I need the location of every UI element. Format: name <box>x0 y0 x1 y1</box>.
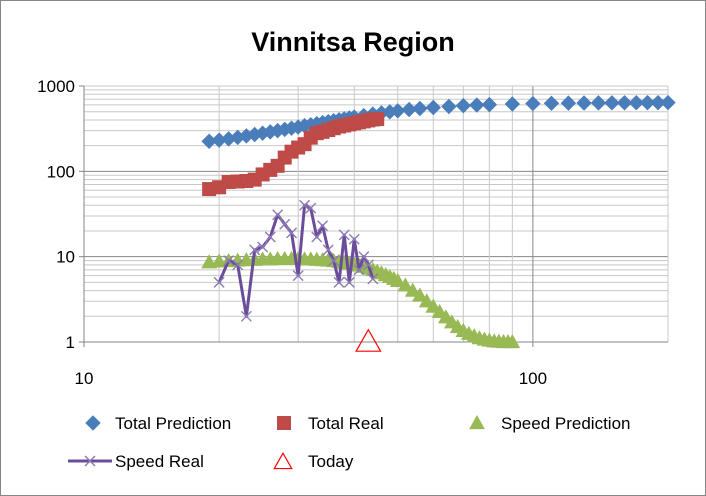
legend-label: Total Real <box>308 414 384 433</box>
data-point <box>389 272 406 288</box>
legend: Total Prediction Total Real Speed Predicti… <box>68 414 630 471</box>
x-tick-label: 10 <box>75 369 94 388</box>
data-point <box>299 199 311 211</box>
data-point <box>213 276 225 288</box>
data-point <box>504 96 521 112</box>
data-point <box>272 209 284 221</box>
data-point <box>305 202 317 214</box>
legend-label: Today <box>308 452 354 471</box>
data-point <box>425 99 441 116</box>
series-today <box>355 328 382 352</box>
data-point <box>411 287 428 302</box>
x-tick-label: 100 <box>519 369 547 388</box>
series-speed-real <box>213 199 379 322</box>
data-point <box>367 273 379 285</box>
data-point <box>576 95 592 111</box>
y-tick-label: 1000 <box>37 77 75 96</box>
legend-marker <box>85 415 101 431</box>
legend-marker <box>273 452 293 470</box>
legend-marker <box>469 414 485 430</box>
legend-marker <box>84 455 96 467</box>
data-point <box>343 276 355 288</box>
data-point <box>264 231 276 243</box>
data-point <box>660 94 676 111</box>
data-point <box>590 95 607 111</box>
data-point <box>249 244 261 256</box>
data-point <box>311 231 323 243</box>
data-point <box>292 270 304 282</box>
chart-title: Vinnitsa Region <box>251 27 455 57</box>
legend-item: Speed Real <box>68 452 204 471</box>
data-point <box>201 254 217 269</box>
data-point <box>257 241 269 253</box>
legend-item: Total Real <box>277 414 384 433</box>
data-point <box>404 282 421 297</box>
data-point <box>560 95 577 111</box>
series-total-prediction <box>201 94 676 149</box>
data-point <box>333 276 345 288</box>
data-point <box>348 233 360 245</box>
data-point <box>370 112 385 127</box>
data-point <box>441 98 457 115</box>
data-point <box>286 227 298 239</box>
y-tick-label: 1 <box>66 333 75 352</box>
plot-area <box>201 94 676 352</box>
legend-item: Today <box>273 452 354 471</box>
legend-marker <box>277 416 291 430</box>
data-point <box>338 229 350 241</box>
data-point <box>223 255 235 267</box>
data-point <box>412 100 428 117</box>
data-point <box>328 255 340 267</box>
data-point <box>358 251 370 263</box>
today-marker <box>355 328 382 352</box>
data-point <box>390 103 406 119</box>
data-point <box>232 259 244 271</box>
data-point <box>322 244 334 256</box>
data-point <box>317 220 329 232</box>
data-point <box>240 310 252 322</box>
data-point <box>543 95 560 112</box>
legend-item: Total Prediction <box>85 414 231 433</box>
data-point <box>279 218 291 230</box>
legend-label: Speed Prediction <box>501 414 630 433</box>
data-point <box>418 293 435 308</box>
legend-item: Speed Prediction <box>469 414 630 433</box>
legend-label: Total Prediction <box>115 414 231 433</box>
data-point <box>616 95 633 111</box>
data-point <box>397 277 414 292</box>
data-point <box>353 264 365 276</box>
data-point <box>362 259 374 271</box>
data-point <box>628 95 645 111</box>
data-point <box>504 333 521 349</box>
data-point <box>604 95 620 111</box>
data-point <box>639 94 656 111</box>
grid <box>83 85 669 343</box>
data-point <box>469 97 485 113</box>
data-point <box>481 96 498 113</box>
y-tick-label: 100 <box>47 162 75 181</box>
data-point <box>525 95 541 112</box>
data-point <box>425 298 442 313</box>
series-total-real <box>202 112 385 197</box>
y-tick-label: 10 <box>56 248 75 267</box>
legend-label: Speed Real <box>115 452 204 471</box>
data-point <box>455 97 472 114</box>
